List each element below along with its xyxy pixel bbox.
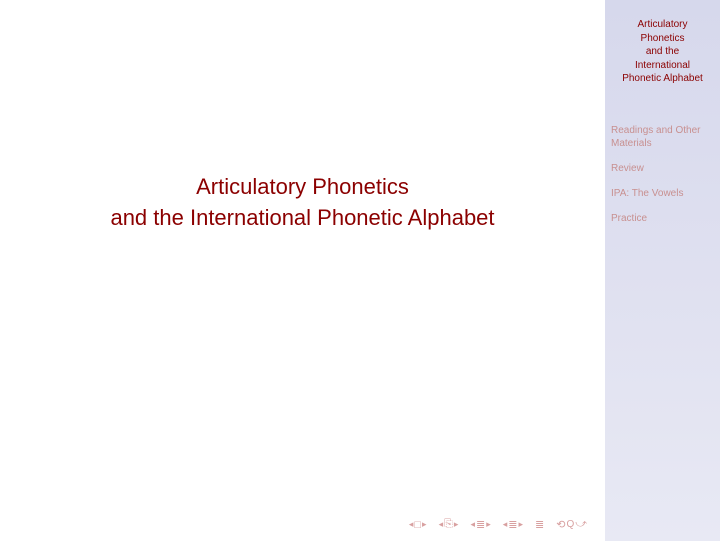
sidebar-title-line: Phonetic Alphabet: [611, 72, 714, 86]
sidebar-title-line: Phonetics: [611, 32, 714, 46]
nav-appendix-icon[interactable]: ≣: [535, 518, 544, 531]
nav-undo-icon: ⟲: [556, 518, 565, 531]
nav-subsection-group[interactable]: ◂ ≣ ▸: [503, 518, 523, 531]
title-line-2: and the International Phonetic Alphabet: [0, 203, 605, 234]
nav-redo-icon: ⤻: [575, 518, 587, 531]
nav-undo-redo-group[interactable]: ⟲ Q ⤻: [556, 518, 587, 531]
nav-prev-tri-icon: ◂: [439, 519, 444, 530]
nav-section-group[interactable]: ◂ ≣ ▸: [470, 518, 490, 531]
nav-search-q-icon: Q: [566, 519, 574, 530]
nav-next-tri-icon: ▸: [454, 519, 459, 530]
sidebar-link-readings[interactable]: Readings and Other Materials: [611, 124, 714, 150]
nav-frame-icon: □: [414, 519, 421, 531]
slide-main-area: Articulatory Phonetics and the Internati…: [0, 0, 605, 541]
sidebar-link-review[interactable]: Review: [611, 162, 714, 175]
sidebar-link-ipa-vowels[interactable]: IPA: The Vowels: [611, 187, 714, 200]
title-line-1: Articulatory Phonetics: [0, 172, 605, 203]
nav-next-tri-icon: ▸: [422, 519, 427, 530]
nav-section-icon: ≣: [476, 518, 485, 531]
beamer-nav-footer: ◂ □ ▸ ◂ ⎘ ▸ ◂ ≣ ▸ ◂ ≣ ▸ ≣ ⟲ Q ⤻: [409, 518, 587, 531]
nav-prev-tri-icon: ◂: [503, 519, 508, 530]
nav-prev-tri-icon: ◂: [470, 519, 475, 530]
nav-next-tri-icon: ▸: [518, 519, 523, 530]
nav-prev-tri-icon: ◂: [409, 519, 414, 530]
sidebar-title-line: and the: [611, 45, 714, 59]
sidebar-title: Articulatory Phonetics and the Internati…: [611, 18, 714, 86]
sidebar-title-line: Articulatory: [611, 18, 714, 32]
nav-subsection-icon: ≣: [508, 518, 517, 531]
sidebar: Articulatory Phonetics and the Internati…: [605, 0, 720, 541]
nav-frame-group[interactable]: ◂ □ ▸: [409, 519, 427, 531]
nav-doc-group[interactable]: ◂ ⎘ ▸: [439, 518, 459, 531]
sidebar-links: Readings and Other Materials Review IPA:…: [611, 124, 714, 225]
sidebar-title-line: International: [611, 59, 714, 73]
sidebar-link-practice[interactable]: Practice: [611, 212, 714, 225]
title-block: Articulatory Phonetics and the Internati…: [0, 172, 605, 234]
nav-next-tri-icon: ▸: [486, 519, 491, 530]
nav-doc-icon: ⎘: [444, 518, 453, 531]
